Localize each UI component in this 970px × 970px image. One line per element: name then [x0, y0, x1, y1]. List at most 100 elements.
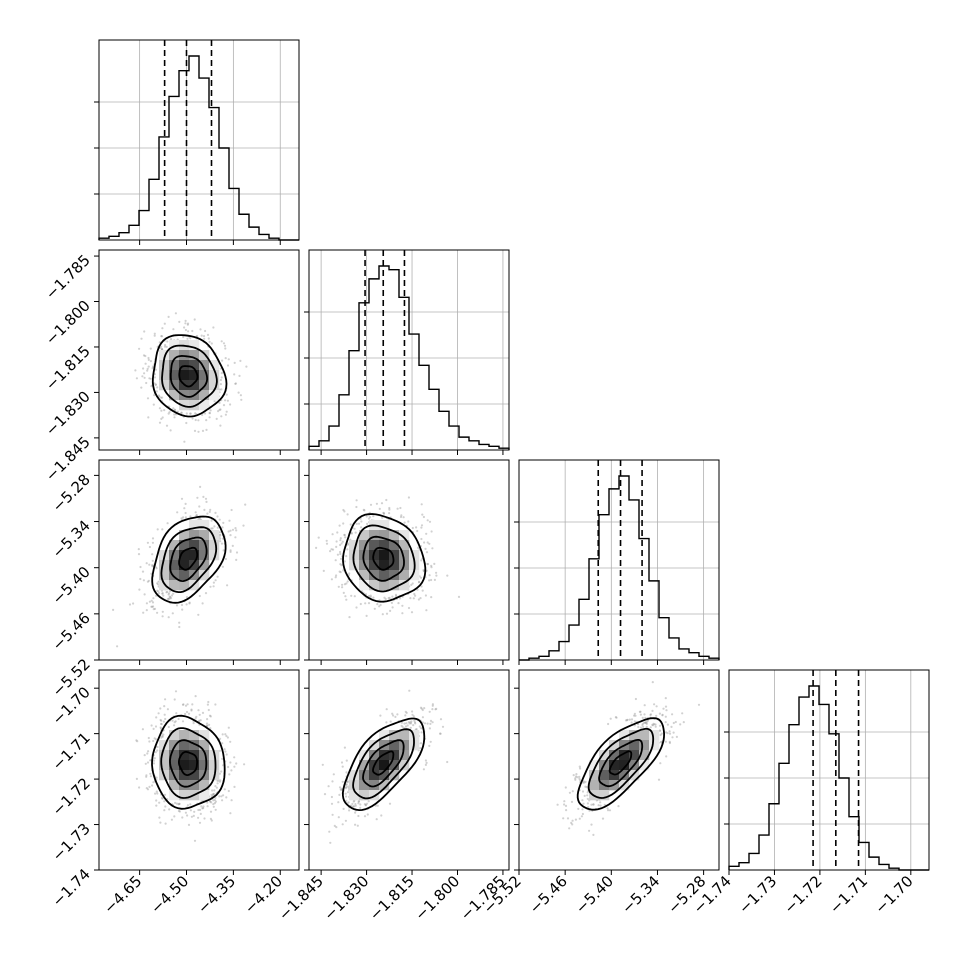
sample-point	[163, 322, 166, 325]
contour-line	[178, 546, 199, 571]
y-tick-label: −1.815	[42, 342, 94, 394]
density-cell	[189, 370, 200, 381]
sample-point	[356, 824, 359, 827]
sample-point	[160, 409, 163, 412]
sample-point	[149, 759, 152, 762]
sample-point	[607, 722, 610, 726]
sample-point	[221, 757, 224, 761]
sample-point	[176, 410, 180, 413]
x-tick-label: −1.800	[411, 872, 463, 924]
density-cell	[159, 580, 170, 591]
sample-point	[178, 810, 181, 813]
sample-point	[135, 777, 138, 781]
sample-point	[628, 718, 631, 721]
sample-point	[214, 703, 217, 706]
sample-point	[202, 335, 206, 338]
sample-point	[345, 795, 348, 798]
sample-point	[167, 725, 170, 729]
density-cell	[399, 580, 410, 591]
sample-point	[354, 531, 357, 534]
sample-point	[583, 781, 586, 784]
sample-point	[408, 689, 411, 692]
sample-point	[183, 507, 186, 510]
density-cell	[179, 740, 190, 751]
density-cell	[369, 790, 380, 801]
sample-point	[578, 817, 581, 820]
sample-point	[649, 726, 652, 729]
sample-point	[145, 775, 148, 778]
contour-line	[169, 536, 208, 583]
sample-point	[135, 377, 138, 380]
sample-point	[233, 756, 236, 759]
sample-point	[220, 415, 223, 418]
sample-point	[147, 736, 150, 740]
sample-point	[197, 808, 200, 812]
sample-point	[571, 790, 574, 793]
sample-point	[343, 746, 346, 749]
sample-point	[658, 724, 662, 727]
sample-point	[189, 412, 192, 415]
sample-point	[411, 710, 414, 713]
sample-point	[586, 794, 589, 797]
sample-point	[160, 719, 163, 722]
sample-point	[395, 595, 398, 598]
histogram-step	[519, 475, 720, 661]
sample-point	[649, 713, 653, 716]
sample-point	[581, 790, 585, 793]
sample-point	[322, 569, 325, 573]
density-cell	[169, 760, 180, 771]
sample-point	[433, 562, 436, 566]
sample-point	[430, 596, 433, 599]
y-tick-label: −1.73	[49, 820, 94, 865]
sample-point	[345, 759, 348, 762]
sample-point	[624, 719, 628, 722]
sample-point	[369, 503, 373, 506]
sample-point	[339, 563, 342, 566]
sample-point	[184, 511, 187, 515]
sample-point	[206, 805, 209, 808]
sample-point	[195, 514, 198, 517]
density-cell	[209, 380, 220, 391]
sample-point	[435, 571, 438, 574]
density-cell	[199, 400, 210, 411]
sample-point	[146, 580, 149, 583]
sample-point	[212, 793, 216, 796]
sample-point	[170, 594, 174, 597]
sample-point	[221, 359, 224, 362]
x-tick-label: −4.65	[100, 872, 145, 917]
x-tick-label: −5.40	[572, 872, 617, 917]
sample-point	[419, 747, 422, 750]
sample-point	[421, 589, 424, 592]
sample-point	[128, 603, 132, 606]
sample-point	[408, 722, 411, 725]
density-cell	[379, 550, 390, 561]
sample-point	[151, 564, 154, 567]
sample-point	[210, 793, 213, 796]
sample-point	[574, 778, 577, 781]
sample-point	[428, 744, 431, 748]
sample-point	[373, 607, 376, 610]
density-cell	[609, 740, 620, 751]
y-tick-label: −1.830	[42, 388, 94, 440]
sample-point	[203, 412, 207, 415]
sample-point	[658, 712, 662, 715]
sample-point	[577, 807, 580, 811]
sample-point	[345, 783, 348, 786]
sample-point	[155, 790, 158, 793]
density-cell	[159, 370, 170, 381]
sample-point	[639, 710, 642, 713]
sample-point	[165, 345, 168, 348]
sample-point	[167, 597, 170, 600]
sample-point	[225, 734, 228, 738]
density-cell	[379, 540, 390, 551]
sample-point	[136, 740, 139, 743]
sample-point	[592, 833, 595, 837]
sample-point	[152, 727, 155, 731]
sample-point	[644, 721, 647, 724]
sample-point	[355, 505, 358, 509]
sample-point	[155, 716, 158, 719]
sample-point	[387, 597, 390, 600]
sample-point	[414, 722, 417, 725]
density-cell	[159, 350, 170, 361]
sample-point	[353, 805, 356, 808]
